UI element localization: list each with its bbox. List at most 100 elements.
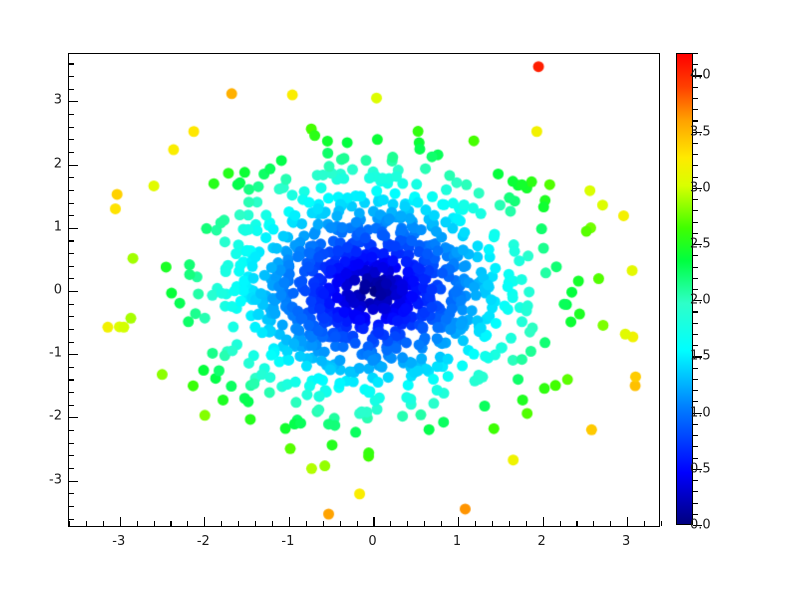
x-minor-tick <box>593 521 595 526</box>
y-minor-tick <box>69 303 74 305</box>
x-minor-tick <box>322 521 324 526</box>
colorbar <box>676 53 702 527</box>
y-minor-tick <box>69 88 74 90</box>
x-major-tick <box>288 517 290 526</box>
y-minor-tick <box>69 379 74 381</box>
colorbar-minor-tick <box>693 277 698 279</box>
colorbar-ticklabel: 4.0 <box>690 67 711 83</box>
x-minor-tick <box>424 521 426 526</box>
colorbar-ticklabel: 1.5 <box>690 348 711 364</box>
colorbar-minor-tick <box>693 64 698 66</box>
colorbar-minor-tick <box>693 210 698 212</box>
y-minor-tick <box>69 404 74 406</box>
colorbar-ticklabel: 3.5 <box>690 124 711 140</box>
y-minor-tick <box>69 366 74 368</box>
colorbar-minor-tick <box>693 513 698 515</box>
colorbar-minor-tick <box>693 97 698 100</box>
x-minor-tick <box>661 521 663 526</box>
y-minor-tick <box>69 442 74 444</box>
y-minor-tick <box>69 265 74 267</box>
y-minor-tick <box>69 392 74 394</box>
x-ticklabel: -2 <box>196 534 210 549</box>
colorbar-major-tick <box>693 131 702 133</box>
y-minor-tick <box>69 151 74 154</box>
colorbar-minor-tick <box>693 176 698 178</box>
colorbar-minor-tick <box>693 423 698 425</box>
x-major-tick <box>204 517 206 526</box>
y-ticklabel: -3 <box>49 472 62 488</box>
y-major-tick <box>69 227 78 229</box>
colorbar-minor-tick <box>693 221 698 223</box>
x-ticklabel: 0 <box>368 534 377 549</box>
x-minor-tick <box>441 521 443 526</box>
x-minor-tick <box>153 521 155 526</box>
y-minor-tick <box>69 114 74 116</box>
colorbar-minor-tick <box>693 289 698 291</box>
x-major-tick <box>627 517 629 526</box>
x-minor-tick <box>305 521 307 526</box>
colorbar-gradient <box>676 53 693 525</box>
x-ticklabel: 1 <box>452 534 462 549</box>
y-minor-tick <box>69 253 74 255</box>
colorbar-minor-tick <box>693 109 698 111</box>
colorbar-major-tick <box>693 412 702 414</box>
y-minor-tick <box>69 177 74 179</box>
x-minor-tick <box>221 521 223 526</box>
colorbar-minor-tick <box>693 232 698 234</box>
colorbar-minor-tick <box>693 142 698 144</box>
colorbar-major-tick <box>693 525 702 527</box>
x-minor-tick <box>255 521 257 526</box>
colorbar-minor-tick <box>693 446 698 448</box>
x-major-tick <box>542 517 544 526</box>
x-major-tick <box>458 517 460 526</box>
y-minor-tick <box>69 202 74 204</box>
y-minor-tick <box>69 455 74 457</box>
y-ticklabel: -1 <box>49 345 62 361</box>
colorbar-ticklabel: 3.0 <box>690 180 711 196</box>
x-minor-tick <box>356 521 358 526</box>
y-minor-tick <box>69 316 74 318</box>
y-minor-tick <box>69 328 74 330</box>
y-minor-tick <box>69 493 74 495</box>
colorbar-major-tick <box>693 187 702 189</box>
y-minor-tick <box>69 76 74 78</box>
colorbar-minor-tick <box>693 491 698 493</box>
scatter-points-canvas <box>69 54 659 526</box>
colorbar-major-tick <box>693 300 702 302</box>
x-ticklabel: -1 <box>281 534 295 549</box>
x-minor-tick <box>339 521 341 526</box>
colorbar-minor-tick <box>693 367 698 369</box>
x-minor-tick <box>85 521 87 526</box>
colorbar-minor-tick <box>693 345 698 347</box>
x-minor-tick <box>576 521 578 526</box>
x-minor-tick <box>170 521 172 526</box>
x-minor-tick <box>491 521 493 526</box>
colorbar-minor-tick <box>693 390 698 392</box>
x-ticklabel: 2 <box>537 534 546 549</box>
colorbar-ticklabel: 0.0 <box>690 517 711 533</box>
x-minor-tick <box>559 521 561 526</box>
y-minor-tick <box>69 189 74 191</box>
y-ticklabel: 1 <box>53 219 62 235</box>
colorbar-minor-tick <box>693 165 698 167</box>
colorbar-major-tick <box>693 468 702 470</box>
y-major-tick <box>69 480 78 482</box>
colorbar-minor-tick <box>693 435 698 437</box>
colorbar-minor-tick <box>693 457 698 459</box>
y-ticklabel: -2 <box>49 408 62 424</box>
y-minor-tick <box>69 215 74 217</box>
colorbar-major-tick <box>693 356 702 358</box>
x-minor-tick <box>238 521 240 526</box>
x-minor-tick <box>525 521 527 526</box>
colorbar-major-tick <box>693 75 702 77</box>
colorbar-ticklabel: 1.0 <box>690 405 711 421</box>
y-major-tick <box>69 164 78 166</box>
colorbar-major-tick <box>693 244 702 246</box>
y-minor-tick <box>69 278 74 280</box>
colorbar-minor-tick <box>693 86 698 88</box>
x-minor-tick <box>508 521 510 526</box>
y-minor-tick <box>69 518 74 520</box>
x-minor-tick <box>644 521 646 526</box>
y-major-tick <box>69 354 78 356</box>
